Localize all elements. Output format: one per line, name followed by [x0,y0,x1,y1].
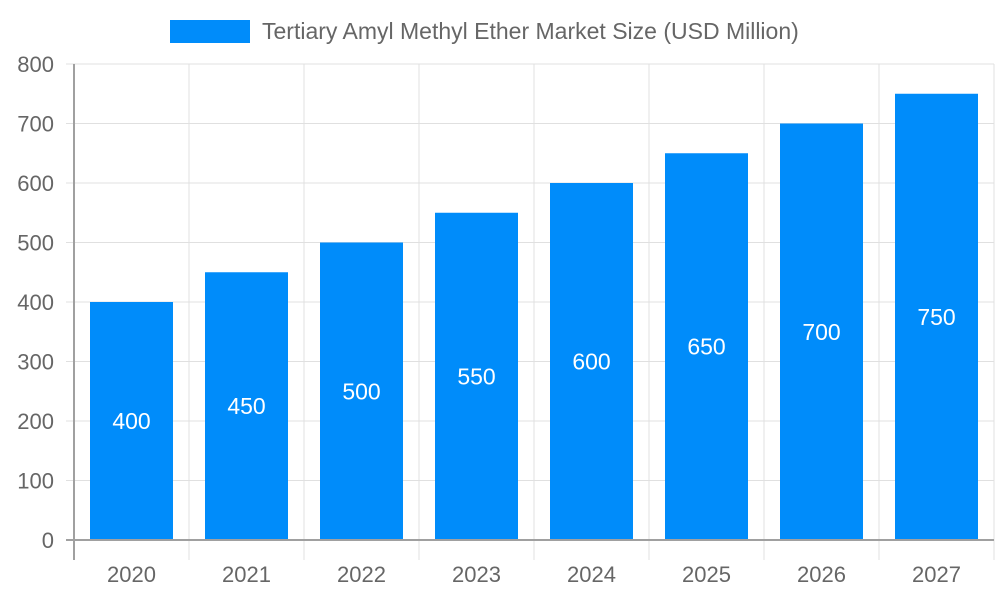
y-tick-label: 200 [17,409,54,434]
data-label: 450 [227,393,265,419]
x-tick-label: 2020 [107,562,156,587]
bar-2026 [780,123,863,540]
bar-2023 [435,212,518,540]
data-label: 750 [917,304,955,330]
x-tick-label: 2026 [797,562,846,587]
y-tick-label: 100 [17,469,54,494]
x-tick-label: 2025 [682,562,731,587]
y-tick-label: 400 [17,290,54,315]
bars [90,93,978,540]
x-tick-label: 2027 [912,562,961,587]
legend-label: Tertiary Amyl Methyl Ether Market Size (… [262,18,799,44]
legend[interactable]: Tertiary Amyl Methyl Ether Market Size (… [170,18,799,44]
axes: 0 100 200 300 400 500 600 700 800 2020 2021 2022 202… [17,52,994,587]
data-label: 500 [342,378,380,404]
data-label: 550 [457,363,495,389]
data-label: 650 [687,334,725,360]
y-tick-label: 0 [42,528,54,553]
legend-swatch [170,20,250,43]
x-tick-label: 2021 [222,562,271,587]
y-tick-label: 500 [17,231,54,256]
bar-2027 [895,93,978,540]
data-label: 700 [802,319,840,345]
y-tick-label: 600 [17,171,54,196]
data-label: 400 [112,408,150,434]
bar-2020 [90,302,173,540]
y-tick-label: 300 [17,350,54,375]
x-tick-label: 2024 [567,562,616,587]
bar-2022 [320,242,403,540]
y-tick-label: 700 [17,112,54,137]
x-tick-label: 2023 [452,562,501,587]
y-tick-label: 800 [17,52,54,77]
data-labels: 400 450 500 550 600 650 700 750 [112,304,955,434]
x-tick-label: 2022 [337,562,386,587]
grid [66,63,995,560]
bar-2021 [205,272,288,540]
data-label: 600 [572,349,610,375]
bar-2024 [550,183,633,540]
bar-2025 [665,153,748,540]
